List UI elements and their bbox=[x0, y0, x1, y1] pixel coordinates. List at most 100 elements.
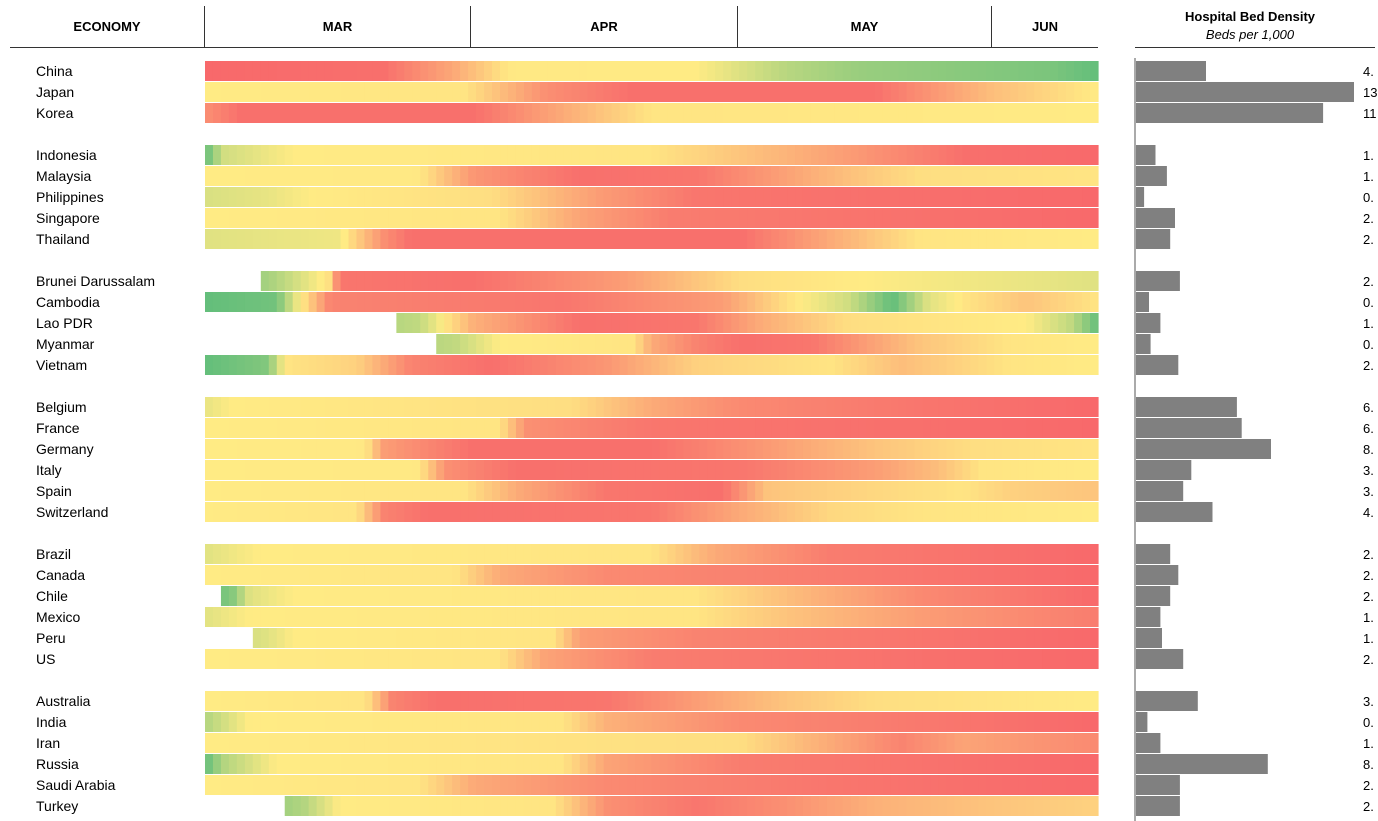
heatmap-cell bbox=[236, 82, 246, 102]
heatmap-cell bbox=[1018, 796, 1027, 816]
heatmap-cell bbox=[986, 355, 995, 375]
heatmap-cell bbox=[364, 292, 374, 312]
heatmap-cell bbox=[587, 796, 597, 816]
heatmap-cell bbox=[834, 145, 844, 165]
heatmap-cell bbox=[555, 733, 565, 753]
heatmap-cell bbox=[619, 334, 629, 354]
heatmap-cell bbox=[1050, 145, 1059, 165]
heatmap-cell bbox=[994, 271, 1003, 291]
heatmap-cell bbox=[579, 796, 589, 816]
heatmap-cell bbox=[1050, 355, 1059, 375]
heatmap-cell bbox=[531, 649, 541, 669]
heatmap-cell bbox=[747, 460, 756, 480]
heatmap-cell bbox=[978, 754, 987, 774]
heatmap-cell bbox=[1090, 754, 1099, 774]
heatmap-cell bbox=[300, 397, 310, 417]
heatmap-cell bbox=[507, 187, 517, 207]
heatmap-cell bbox=[659, 271, 669, 291]
heatmap-cell bbox=[1058, 502, 1067, 522]
economy-label: Germany bbox=[36, 441, 94, 457]
heatmap-cell bbox=[228, 733, 238, 753]
heatmap-cell bbox=[1074, 628, 1083, 648]
heatmap-cell bbox=[515, 733, 525, 753]
heatmap-cell bbox=[938, 61, 948, 81]
heatmap-cell bbox=[1026, 649, 1035, 669]
heatmap-cell bbox=[898, 271, 908, 291]
heatmap-cell bbox=[787, 775, 796, 795]
heatmap-cell bbox=[683, 586, 692, 606]
heatmap-row bbox=[205, 439, 1099, 459]
heatmap-cell bbox=[292, 208, 302, 228]
economy-header: ECONOMY bbox=[73, 18, 141, 34]
heatmap-cell bbox=[292, 691, 302, 711]
heatmap-cell bbox=[715, 103, 724, 123]
heatmap-cell bbox=[492, 82, 501, 102]
heatmap-cell bbox=[1082, 166, 1091, 186]
heatmap-cell bbox=[683, 712, 692, 732]
heatmap-cell bbox=[236, 439, 246, 459]
heatmap-cell bbox=[619, 187, 629, 207]
heatmap-cell bbox=[340, 61, 350, 81]
heatmap-cell bbox=[691, 586, 700, 606]
heatmap-cell bbox=[388, 103, 397, 123]
heatmap-cell bbox=[930, 712, 940, 732]
heatmap-cell bbox=[292, 544, 302, 564]
heatmap-cell bbox=[683, 103, 692, 123]
heatmap-cell bbox=[755, 733, 764, 753]
heatmap-cell bbox=[292, 502, 302, 522]
heatmap-cell bbox=[1058, 229, 1067, 249]
heatmap-cell bbox=[826, 733, 836, 753]
heatmap-cell bbox=[563, 229, 573, 249]
heatmap-cell bbox=[555, 565, 565, 585]
heatmap-cell bbox=[659, 460, 669, 480]
heatmap-row bbox=[205, 775, 1099, 795]
heatmap-cell bbox=[1018, 502, 1027, 522]
heatmap-cell bbox=[739, 733, 748, 753]
heatmap-cell bbox=[404, 103, 413, 123]
heatmap-cell bbox=[364, 355, 374, 375]
heatmap-cell bbox=[842, 754, 852, 774]
heatmap-cell bbox=[332, 607, 342, 627]
heatmap-cell bbox=[850, 103, 860, 123]
heatmap-cell bbox=[1010, 628, 1019, 648]
heatmap-cell bbox=[611, 61, 621, 81]
heatmap-cell bbox=[547, 397, 557, 417]
heatmap-cell bbox=[547, 229, 557, 249]
heatmap-cell bbox=[866, 313, 876, 333]
heatmap-cell bbox=[1074, 481, 1083, 501]
heatmap-cell bbox=[954, 271, 964, 291]
heatmap-cell bbox=[1090, 481, 1099, 501]
heatmap-cell bbox=[205, 292, 214, 312]
heatmap-cell bbox=[970, 733, 979, 753]
heatmap-cell bbox=[683, 607, 692, 627]
heatmap-cell bbox=[683, 565, 692, 585]
heatmap-cell bbox=[986, 607, 995, 627]
heatmap-cell bbox=[268, 229, 278, 249]
heatmap-cell bbox=[890, 586, 900, 606]
heatmap-cell bbox=[228, 166, 238, 186]
heatmap-cell bbox=[268, 628, 278, 648]
heatmap-cell bbox=[691, 418, 700, 438]
heatmap-cell bbox=[723, 460, 732, 480]
heatmap-cell bbox=[340, 439, 350, 459]
heatmap-cell bbox=[898, 565, 908, 585]
economy-label: Spain bbox=[36, 483, 72, 499]
heatmap-cell bbox=[954, 796, 964, 816]
heatmap-cell bbox=[412, 61, 421, 81]
heatmap-cell bbox=[428, 187, 437, 207]
heatmap-cell bbox=[372, 502, 382, 522]
heatmap-cell bbox=[332, 355, 342, 375]
heatmap-cell bbox=[986, 397, 995, 417]
heatmap-cell bbox=[930, 313, 940, 333]
heatmap-cell bbox=[539, 502, 549, 522]
heatmap-cell bbox=[404, 145, 413, 165]
heatmap-row bbox=[205, 460, 1099, 480]
heatmap-cell bbox=[388, 733, 397, 753]
heatmap-cell bbox=[348, 103, 358, 123]
heatmap-cell bbox=[962, 544, 972, 564]
heatmap-cell bbox=[763, 796, 772, 816]
heatmap-cell bbox=[858, 544, 868, 564]
heatmap-cell bbox=[372, 61, 382, 81]
heatmap-cell bbox=[436, 313, 445, 333]
heatmap-cell bbox=[699, 460, 708, 480]
